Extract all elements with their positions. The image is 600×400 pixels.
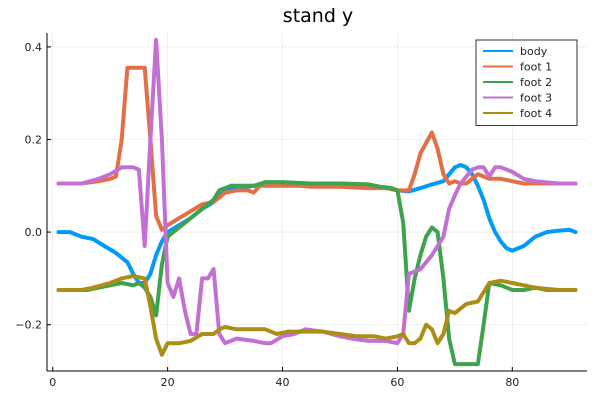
chart-title: stand y [283,5,353,27]
y-tick-label: 0.2 [25,133,43,146]
series-line-foot-2 [56,180,578,367]
series-line-foot-4 [56,274,578,357]
legend-label: foot 4 [520,107,552,120]
x-tick-label: 40 [276,376,290,389]
axes-frame [46,33,587,372]
legend-label: foot 1 [520,61,552,74]
y-tick-label: −0.2 [15,319,42,332]
x-tick-label: 80 [505,376,519,389]
plot-series [56,37,578,367]
legend-label: foot 2 [520,76,552,89]
x-tick-label: 60 [390,376,404,389]
y-tick-label: 0.0 [25,226,43,239]
x-tick-label: 20 [161,376,175,389]
legend-label: body [520,45,548,58]
y-tick-label: 0.4 [25,41,43,54]
tick-labels: 0 20 40 60 80 −0.2 0.0 0.2 0.4 [15,41,519,389]
legend-label: foot 3 [520,92,552,105]
x-tick-label: 0 [49,376,56,389]
legend: body foot 1 foot 2 foot 3 foot 4 [475,39,578,126]
